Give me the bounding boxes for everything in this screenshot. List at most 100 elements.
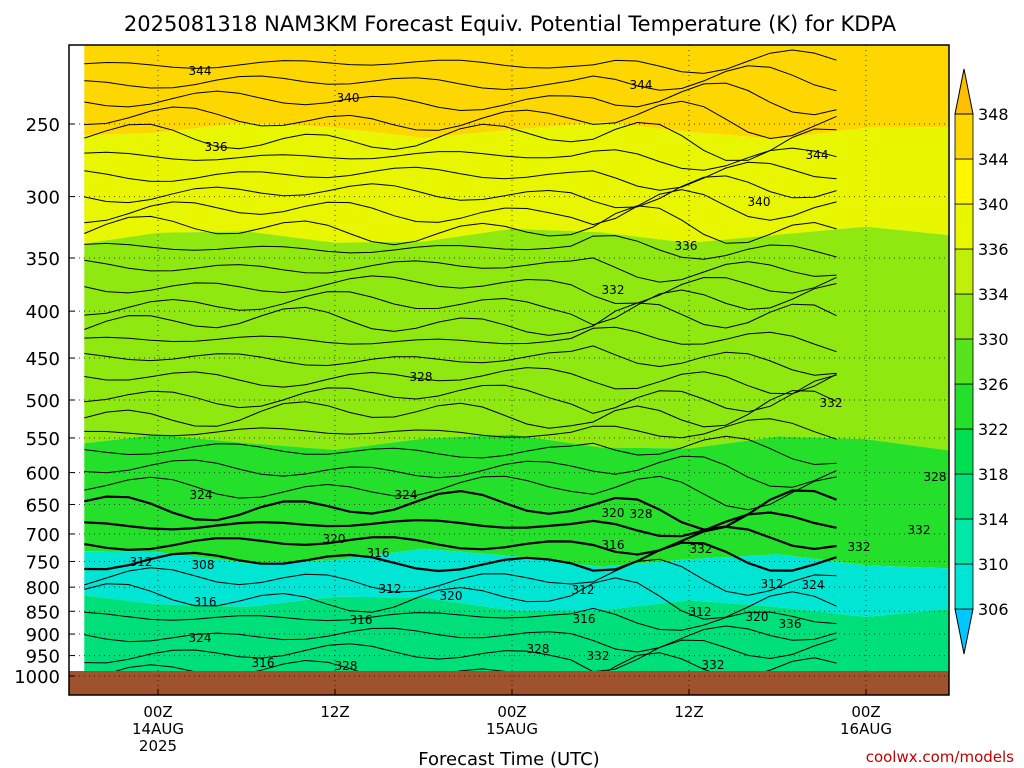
colorbar-segment: [954, 293, 974, 340]
contour-label: 328: [630, 507, 653, 521]
contour-line: [84, 49, 837, 74]
time-tick-label: 12Z: [320, 703, 349, 721]
contour-label: 312: [379, 582, 402, 596]
theta-e-band: [84, 434, 949, 569]
colorbar-tick-label: 330: [978, 330, 1009, 349]
contour-label: 344: [189, 64, 212, 78]
pressure-tick-label: 700: [26, 525, 60, 546]
colorbar-upper-arrow: [954, 68, 974, 115]
contour-labels: 344 344 344 340 340 336 336 332 332 332 332 332 332 3…: [130, 64, 947, 673]
contour-label: 320: [323, 532, 346, 546]
colorbar-lower-arrow: [954, 608, 974, 655]
contour-line: [84, 577, 837, 620]
colorbar-tick-label: 336: [978, 240, 1009, 259]
contour-line: [84, 390, 837, 429]
contour-label: 312: [689, 605, 712, 619]
colorbar-segment: [954, 518, 974, 565]
theta-e-contour-lines: [84, 49, 837, 683]
contour-label: 312: [572, 583, 595, 597]
contour-label: 312: [130, 555, 153, 569]
chart-title: 2025081318 NAM3KM Forecast Equiv. Potent…: [124, 12, 897, 36]
contour-label: 324: [189, 631, 212, 645]
contour-label: 332: [690, 542, 713, 556]
contour-label: 336: [205, 140, 228, 154]
credit-label: coolwx.com/models: [866, 748, 1014, 766]
contour-label: 332: [908, 523, 931, 537]
contour-line: [84, 326, 837, 353]
contour-label: 328: [527, 642, 550, 656]
contour-line: [84, 235, 837, 260]
pressure-tick-label: 350: [26, 249, 60, 270]
contour-line: [84, 418, 837, 440]
colorbar-tick-label: 326: [978, 375, 1009, 394]
contour-line: [84, 558, 837, 596]
pressure-tick-label: 900: [26, 625, 60, 646]
time-tick-label: 00Z: [497, 703, 526, 721]
contour-line: [84, 257, 837, 283]
contour-label: 340: [748, 195, 771, 209]
pressure-tick-label: 800: [26, 578, 60, 599]
contour-label: 344: [630, 78, 653, 92]
contour-label: 332: [702, 658, 725, 672]
pressure-tick-label: 950: [26, 647, 60, 668]
contour-line: [84, 65, 837, 92]
colorbar-tick-label: 344: [978, 150, 1009, 169]
contour-label: 340: [337, 91, 360, 105]
colorbar-segment: [954, 203, 974, 250]
colorbar-tick-label: 314: [978, 510, 1009, 529]
pressure-tick-label: 850: [26, 602, 60, 623]
contour-label: 328: [924, 470, 947, 484]
contour-line: [84, 475, 837, 511]
contour-label: 316: [367, 546, 390, 560]
grid-lines: [69, 45, 949, 695]
contour-label: 324: [190, 488, 213, 502]
contour-line: [84, 455, 837, 488]
theta-e-band: [84, 45, 949, 139]
contour-line: [84, 374, 837, 414]
contour-line: [84, 345, 837, 376]
time-tick-label: 00Z: [143, 703, 172, 721]
colorbar-segment: [954, 338, 974, 385]
contour-label: 316: [194, 595, 217, 609]
contour-label: 316: [252, 656, 275, 670]
colorbar-segment: [954, 473, 974, 520]
colorbar-tick-label: 322: [978, 420, 1009, 439]
colorbar-segment: [954, 113, 974, 160]
contour-label: 320: [602, 506, 625, 520]
contour-label: 316: [573, 612, 596, 626]
colorbar-segment: [954, 158, 974, 205]
pressure-tick-label: 600: [26, 464, 60, 485]
contour-label: 324: [395, 488, 418, 502]
contour-label: 332: [820, 396, 843, 410]
colorbar-tick-label: 318: [978, 465, 1009, 484]
contour-label: 332: [587, 649, 610, 663]
contour-line: [84, 638, 837, 673]
contour-label: 308: [192, 558, 215, 572]
contour-line: [84, 525, 837, 556]
contour-label: 336: [675, 239, 698, 253]
contour-label: 324: [802, 578, 825, 592]
time-tick-label: 14AUG: [132, 720, 184, 738]
contour-label: 312: [761, 577, 784, 591]
plot-frame: [68, 44, 950, 696]
contour-label: 316: [602, 538, 625, 552]
theta-e-band: [84, 122, 949, 244]
time-tick-label: 00Z: [851, 703, 880, 721]
contour-label: 320: [746, 610, 769, 624]
colorbar-segment: [954, 563, 974, 610]
pressure-tick-label: 1000: [14, 667, 60, 688]
pressure-tick-label: 650: [26, 495, 60, 516]
colorbar-tick-label: 334: [978, 285, 1009, 304]
pressure-tick-label: 400: [26, 302, 60, 323]
pressure-tick-label: 300: [26, 188, 60, 209]
contour-line: [84, 121, 837, 161]
theta-e-band: [84, 595, 949, 695]
ground-below-surface: [69, 671, 949, 695]
contour-line: [84, 607, 837, 631]
pressure-tick-label: 750: [26, 552, 60, 573]
contour-line: [84, 161, 837, 191]
pressure-tick-label: 550: [26, 429, 60, 450]
contour-label: 332: [848, 540, 871, 554]
time-tick-label: 16AUG: [840, 720, 892, 738]
